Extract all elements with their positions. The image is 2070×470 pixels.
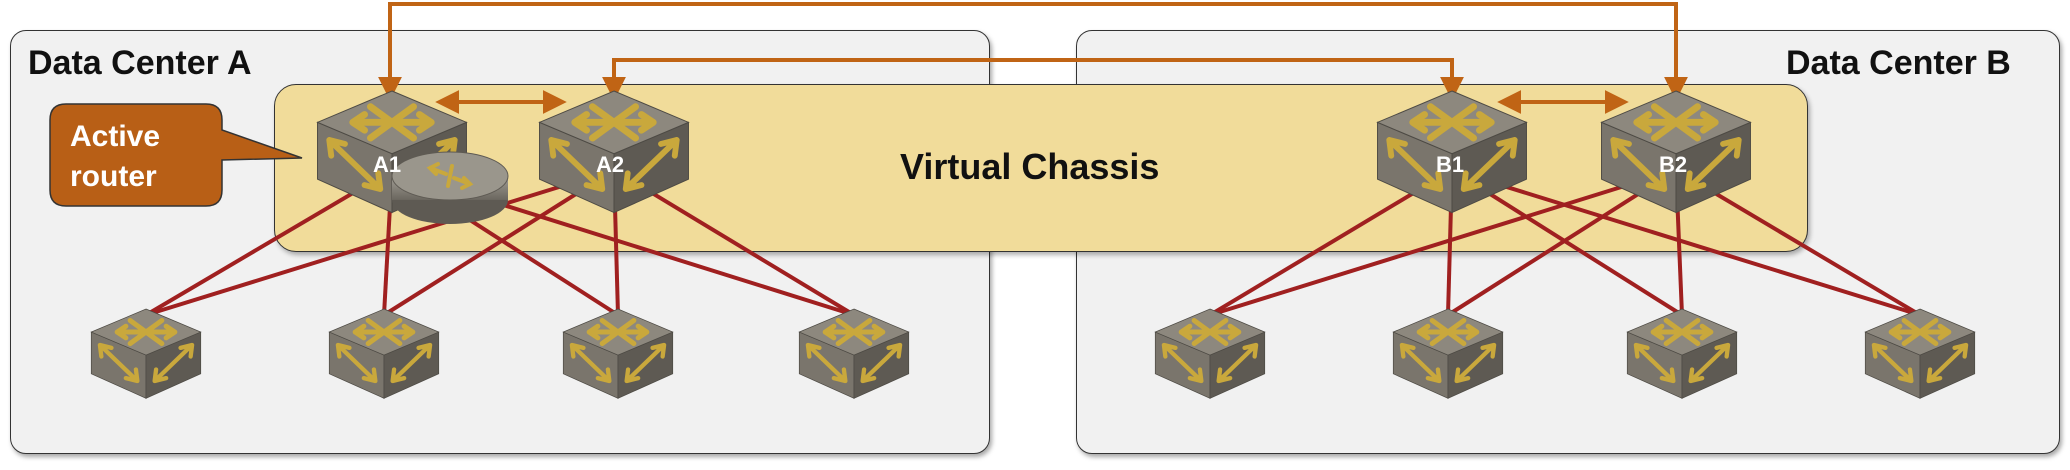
switch-arrows-right-icon bbox=[1454, 342, 1497, 384]
callout-line-1: Active bbox=[70, 120, 160, 153]
router-arrows-icon bbox=[426, 162, 474, 190]
switch-arrows-left-icon bbox=[548, 137, 606, 192]
switch-arrows-left-icon bbox=[805, 342, 848, 384]
switch-arrows-right-icon bbox=[390, 342, 433, 384]
access-switch-6 bbox=[1392, 308, 1504, 399]
core-switch-label-b1: B1 bbox=[1436, 152, 1464, 177]
switch-arrows-left-icon bbox=[97, 342, 140, 384]
virtual-chassis-label: Virtual Chassis bbox=[900, 146, 1160, 187]
active-router bbox=[391, 151, 509, 224]
core-switch-label-a1: A1 bbox=[373, 152, 401, 177]
callout-line-2: router bbox=[70, 160, 157, 193]
uplink-line bbox=[1209, 168, 1677, 317]
switch-arrows-top-icon bbox=[822, 318, 886, 347]
access-switch-7 bbox=[1626, 308, 1738, 399]
callout-bubble bbox=[49, 103, 303, 207]
interconnect-links bbox=[378, 2, 1688, 114]
switch-arrows-right-icon bbox=[1216, 342, 1259, 384]
core-switch-b1 bbox=[1376, 90, 1528, 214]
switch-arrows-left-icon bbox=[1386, 137, 1444, 192]
switch-arrows-left-icon bbox=[1871, 342, 1914, 384]
access-switch-4 bbox=[798, 308, 910, 399]
switch-arrows-left-icon bbox=[335, 342, 378, 384]
switch-arrows-right-icon bbox=[624, 342, 667, 384]
uplink-line bbox=[1451, 168, 1921, 317]
core-switch-label-b2: B2 bbox=[1659, 152, 1687, 177]
core-switch-b2 bbox=[1600, 90, 1752, 214]
switch-arrows-top-icon bbox=[349, 103, 435, 142]
active-router-callout: Active router bbox=[49, 103, 303, 207]
access-switch-1 bbox=[90, 308, 202, 399]
core-switch-label-a2: A2 bbox=[596, 152, 624, 177]
switch-arrows-right-icon bbox=[1460, 137, 1518, 192]
access-switch-8 bbox=[1864, 308, 1976, 399]
switch-arrows-left-icon bbox=[1633, 342, 1676, 384]
switch-arrows-top-icon bbox=[1409, 103, 1495, 142]
switch-arrows-top-icon bbox=[352, 318, 416, 347]
switch-arrows-top-icon bbox=[1633, 103, 1719, 142]
switch-arrows-left-icon bbox=[326, 137, 384, 192]
switch-arrows-left-icon bbox=[569, 342, 612, 384]
interconnect-a1-b2 bbox=[388, 2, 1688, 101]
uplink-line bbox=[145, 168, 615, 317]
switch-arrows-top-icon bbox=[114, 318, 178, 347]
switch-arrows-left-icon bbox=[1610, 137, 1668, 192]
switch-arrows-left-icon bbox=[1399, 342, 1442, 384]
switch-arrows-top-icon bbox=[1416, 318, 1480, 347]
data-center-a-title: Data Center A bbox=[28, 44, 252, 82]
switch-arrows-top-icon bbox=[571, 103, 657, 142]
switch-arrows-right-icon bbox=[1684, 137, 1742, 192]
switch-arrows-right-icon bbox=[152, 342, 195, 384]
switch-arrows-top-icon bbox=[1888, 318, 1952, 347]
access-switch-2 bbox=[328, 308, 440, 399]
switch-arrows-top-icon bbox=[1178, 318, 1242, 347]
switch-arrows-top-icon bbox=[586, 318, 650, 347]
data-center-b-title: Data Center B bbox=[1786, 44, 2011, 82]
switch-arrows-left-icon bbox=[1161, 342, 1204, 384]
switch-arrows-right-icon bbox=[1926, 342, 1969, 384]
access-switch-3 bbox=[562, 308, 674, 399]
switch-arrows-top-icon bbox=[1650, 318, 1714, 347]
core-switch-labels: A1 A2 B1 B2 bbox=[373, 152, 1687, 177]
access-switch-5 bbox=[1154, 308, 1266, 399]
interconnect-a2-b1 bbox=[612, 58, 1464, 101]
switch-arrows-right-icon bbox=[860, 342, 903, 384]
core-switch-a2 bbox=[538, 90, 690, 214]
switch-arrows-right-icon bbox=[1688, 342, 1731, 384]
switch-arrows-right-icon bbox=[622, 137, 680, 192]
